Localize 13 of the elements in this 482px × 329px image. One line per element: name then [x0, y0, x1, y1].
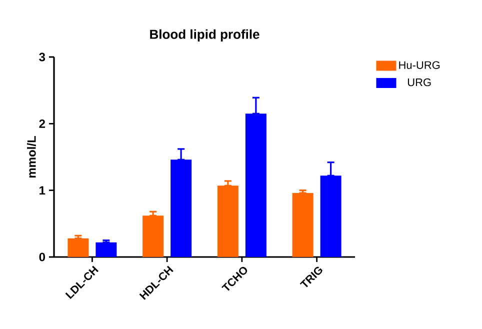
- y-tick-label: 1: [40, 186, 46, 194]
- bar: [217, 186, 238, 257]
- legend-label: Hu-URG: [399, 61, 440, 69]
- y-axis-title: mmol/L: [27, 136, 36, 178]
- chart-title: Blood lipid profile: [150, 29, 260, 42]
- bar: [68, 238, 89, 257]
- bar: [142, 216, 164, 257]
- y-tick-label: 2: [39, 119, 45, 128]
- legend-label: URG: [408, 78, 431, 86]
- bar: [292, 192, 314, 257]
- bar: [96, 242, 117, 257]
- y-tick-label: 3: [39, 52, 46, 62]
- y-tick-label: 0: [39, 252, 45, 262]
